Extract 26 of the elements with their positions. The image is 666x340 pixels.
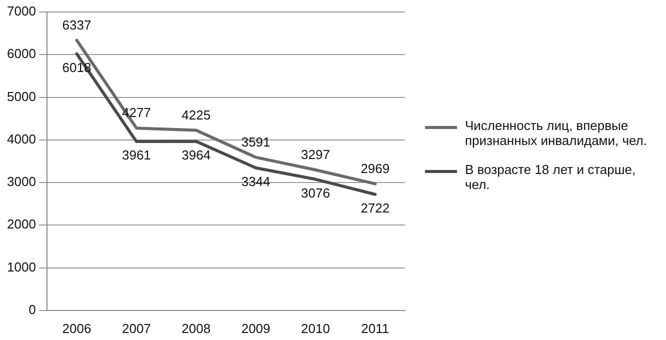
legend-label: В возрасте 18 лет и старше, чел. — [465, 162, 637, 192]
x-tick-label: 2010 — [301, 320, 330, 336]
data-label: 3964 — [182, 148, 211, 162]
y-tick-label: 4000 — [7, 131, 36, 146]
x-tick-label: 2008 — [182, 320, 211, 336]
y-tick-label: 5000 — [7, 88, 36, 104]
data-label: 3297 — [301, 146, 330, 162]
data-label: 2722 — [360, 200, 390, 216]
y-tick-label: 7000 — [7, 4, 36, 19]
y-tick-label: 1000 — [7, 259, 36, 274]
y-tick-label: 0 — [28, 302, 36, 317]
data-label: 6337 — [62, 17, 92, 32]
legend-label: Численность лиц, впервые признанных инвалидами, чел. — [465, 118, 648, 148]
data-label: 2969 — [360, 160, 390, 176]
data-label: 4225 — [182, 107, 211, 122]
y-tick-label: 6000 — [7, 46, 36, 62]
x-tick-label: 2011 — [361, 320, 390, 336]
data-label: 3961 — [122, 148, 151, 163]
x-tick-label: 2006 — [62, 320, 92, 336]
data-label: 3344 — [241, 174, 270, 189]
y-tick-label: 2000 — [7, 216, 36, 232]
x-tick-label: 2007 — [122, 320, 151, 336]
x-tick-label: 2009 — [241, 320, 270, 336]
data-label: 3076 — [301, 185, 330, 200]
y-tick-label: 3000 — [7, 174, 36, 190]
data-label: 3591 — [241, 134, 270, 150]
